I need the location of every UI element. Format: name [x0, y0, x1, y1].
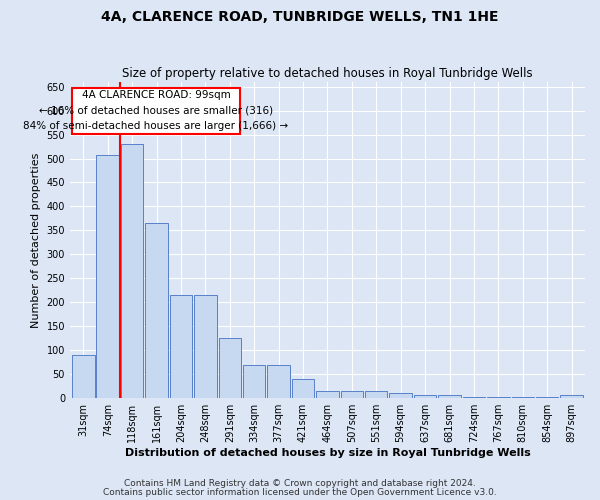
Bar [72, 354, 95, 398]
Bar [292, 378, 314, 398]
Bar [97, 155, 119, 398]
Bar [73, 88, 239, 134]
Bar [341, 390, 363, 398]
Bar [268, 365, 290, 398]
Bar [218, 338, 241, 398]
Bar [170, 295, 192, 398]
Bar [512, 397, 534, 398]
Bar [414, 396, 436, 398]
Bar [194, 295, 217, 398]
Bar [243, 365, 265, 398]
Text: Contains public sector information licensed under the Open Government Licence v3: Contains public sector information licen… [103, 488, 497, 497]
Bar [560, 396, 583, 398]
Bar [365, 390, 388, 398]
Text: 4A CLARENCE ROAD: 99sqm
← 16% of detached houses are smaller (316)
84% of semi-d: 4A CLARENCE ROAD: 99sqm ← 16% of detache… [23, 90, 289, 132]
Bar [487, 397, 509, 398]
Text: Contains HM Land Registry data © Crown copyright and database right 2024.: Contains HM Land Registry data © Crown c… [124, 478, 476, 488]
Y-axis label: Number of detached properties: Number of detached properties [31, 152, 41, 328]
X-axis label: Distribution of detached houses by size in Royal Tunbridge Wells: Distribution of detached houses by size … [125, 448, 530, 458]
Bar [389, 393, 412, 398]
Bar [536, 397, 559, 398]
Text: 4A, CLARENCE ROAD, TUNBRIDGE WELLS, TN1 1HE: 4A, CLARENCE ROAD, TUNBRIDGE WELLS, TN1 … [101, 10, 499, 24]
Bar [438, 396, 461, 398]
Bar [121, 144, 143, 398]
Bar [463, 397, 485, 398]
Bar [316, 390, 338, 398]
Title: Size of property relative to detached houses in Royal Tunbridge Wells: Size of property relative to detached ho… [122, 66, 533, 80]
Bar [145, 223, 168, 398]
